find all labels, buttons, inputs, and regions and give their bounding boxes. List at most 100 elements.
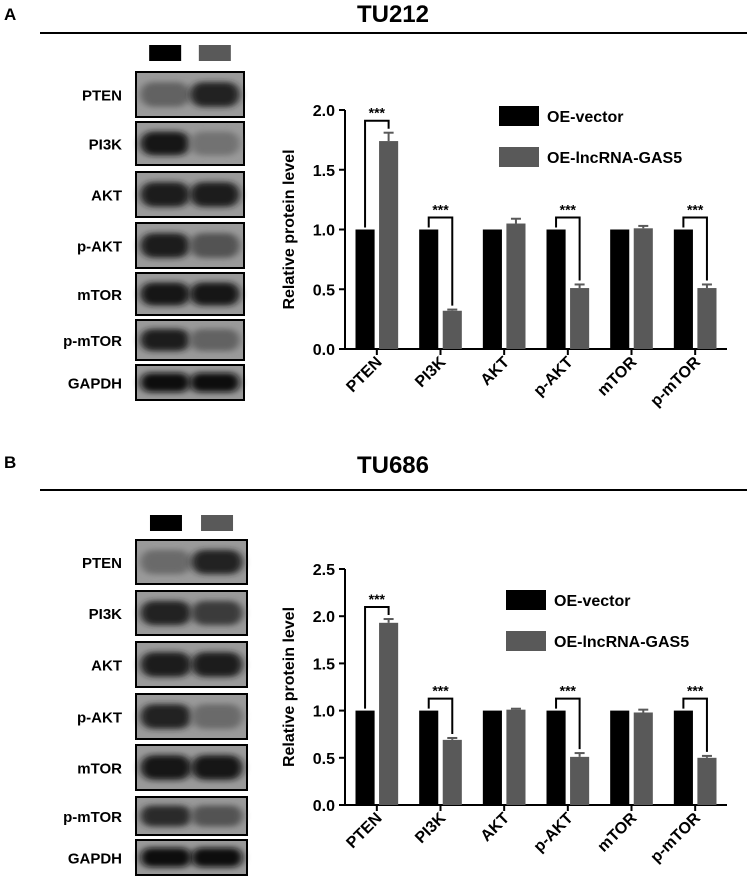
- panel-b-sig-label: ***: [369, 591, 386, 607]
- panel-a-x-tick-label: p-mTOR: [648, 353, 705, 410]
- panel-b-blot-label: mTOR: [77, 761, 122, 778]
- panel-b-y-tick-label: 1.0: [313, 704, 335, 721]
- panel-a-legend: OE-vector OE-lncRNA-GAS5: [499, 106, 682, 167]
- panel-b-y-tick-label: 0.5: [313, 751, 335, 768]
- panel-b-y-tick-label: 2.5: [313, 562, 335, 579]
- panel-a-bar-pten-s2: [379, 141, 399, 349]
- panel-b-blot-band: [140, 652, 192, 677]
- panel-a-blot-label: p-mTOR: [63, 333, 122, 350]
- panel-b-bar-pten-s2: [379, 622, 399, 805]
- panel-a-blot-label: p-AKT: [77, 239, 122, 256]
- panel-b-sig-label: ***: [432, 683, 449, 699]
- panel-b-sig-bracket: [427, 697, 454, 734]
- panel-b-bar-p-akt-s1: [546, 710, 566, 805]
- panel-b-blot-row-gapdh: GAPDH: [68, 839, 248, 876]
- panel-b-sig-label: ***: [560, 683, 577, 699]
- panel-a-legend-label-2: OE-lncRNA-GAS5: [547, 150, 682, 167]
- panel-a-blot-band: [140, 282, 190, 306]
- panel-a-bar-pten-s1: [355, 229, 375, 349]
- panel-b-y-tick-label: 0.0: [313, 798, 335, 815]
- panel-b-legend-swatch-1: [506, 590, 546, 610]
- panel-a-sig-bracket: [555, 216, 581, 281]
- panel-b-legend: OE-vector OE-lncRNA-GAS5: [506, 590, 689, 651]
- panel-b-blot-row-mtor: mTOR: [77, 744, 248, 791]
- panel-b-blot-band: [191, 847, 243, 868]
- panel-a-sig-label: ***: [560, 202, 577, 218]
- panel-b-sig-bracket: [364, 606, 390, 709]
- panel-a-bar-akt-s1: [482, 229, 502, 349]
- panel-b-x-tick-label: PI3K: [412, 809, 449, 846]
- panel-b-bar-chart: 0.0 0.5 1.0 1.5 2.0 2.5 Relative protein level…: [281, 562, 727, 866]
- panel-a-bar-chart: 0.0 0.5 1.0 1.5 2.0 Relative protein level PTE…: [281, 103, 727, 410]
- panel-a-sig-label: ***: [432, 202, 449, 218]
- panel-a-bar-p-mtor-s2: [697, 288, 717, 349]
- panel-a-blot-row-p-akt: p-AKT: [77, 222, 245, 269]
- panel-a-bar-mtor-s2: [633, 228, 653, 349]
- panel-b-blot-row-akt: AKT: [91, 641, 248, 688]
- panel-b-blot-label: PI3K: [89, 606, 123, 623]
- panel-a-bar-pi3k-s1: [419, 229, 439, 349]
- panel-a-y-tick-label: 2.0: [313, 103, 335, 120]
- panel-b-blot-row-pten: PTEN: [82, 539, 248, 585]
- panel-b-legend-label-1: OE-vector: [554, 593, 630, 610]
- panel-a-sig-bracket: [427, 216, 454, 306]
- panel-b-blot-band: [140, 847, 192, 868]
- panel-a-blot-row-p-mtor: p-mTOR: [63, 319, 245, 361]
- panel-a-blot-lane-key-2: [198, 45, 231, 61]
- panel-a-blot-row-pi3k: PI3K: [89, 121, 245, 166]
- panel-b-blot-row-p-mtor: p-mTOR: [63, 796, 248, 836]
- panel-a-bar-p-akt-s1: [546, 229, 566, 349]
- panel-b-y-axis-label: Relative protein level: [281, 607, 298, 767]
- panel-a-blot-row-pten: PTEN: [82, 71, 245, 118]
- panel-a-blot-row-gapdh: GAPDH: [68, 364, 245, 401]
- panel-a-legend-swatch-2: [499, 147, 539, 167]
- panel-b-legend-swatch-2: [506, 631, 546, 651]
- panel-b-bar-akt-s2: [506, 709, 526, 805]
- panel-b-blot-band: [191, 805, 243, 827]
- panel-b-blot-row-pi3k: PI3K: [89, 590, 248, 636]
- panel-b-blot-band: [140, 600, 192, 626]
- panel-a-sig-label: ***: [687, 202, 704, 218]
- panel-b-blot-label: AKT: [91, 658, 122, 675]
- panel-b-x-tick-label: mTOR: [595, 809, 641, 855]
- panel-a-blot-band: [190, 131, 240, 156]
- panel-a-bar-pi3k-s2: [442, 310, 462, 349]
- panel-a-blot-row-mtor: mTOR: [77, 272, 245, 316]
- panel-b-bar-pten-s1: [355, 710, 375, 805]
- panel-a-y-tick-label: 1.0: [313, 223, 335, 240]
- panel-a-bar-mtor-s1: [610, 229, 630, 349]
- panel-b-x-tick-label: p-AKT: [531, 810, 577, 856]
- panel-a-blot-band: [190, 82, 240, 107]
- panel-b-legend-label-2: OE-lncRNA-GAS5: [554, 634, 689, 651]
- panel-a-bar-p-mtor-s1: [673, 229, 693, 349]
- panel-b-title: TU686: [357, 452, 429, 479]
- panel-a-letter: A: [4, 5, 16, 24]
- panel-a-blot-label: GAPDH: [68, 376, 122, 393]
- panel-a-y-tick-label: 1.5: [313, 163, 335, 180]
- panel-b-blot-band: [191, 704, 243, 729]
- panel-a-blot-band: [140, 182, 190, 207]
- panel-b-blot-band: [140, 755, 192, 780]
- panel-b-sig-bracket: [555, 697, 581, 750]
- panel-a-x-tick-label: PI3K: [412, 353, 449, 390]
- panel-b-blot-band: [191, 755, 243, 780]
- panel-a-x-tick-label: mTOR: [595, 353, 641, 399]
- panel-b-blot-band: [191, 600, 243, 626]
- panel-a-blot-band: [140, 372, 190, 393]
- panel-b-letter: B: [4, 453, 16, 472]
- panel-b-blot-band: [191, 652, 243, 677]
- panel-b-bar-p-mtor-s2: [697, 757, 717, 805]
- panel-b-x-tick-label: PTEN: [343, 810, 385, 852]
- panel-a-legend-label-1: OE-vector: [547, 109, 623, 126]
- panel-a-x-tick-label: PTEN: [343, 354, 385, 396]
- panel-b-blot-label: p-AKT: [77, 710, 122, 727]
- panel-b-bar-akt-s1: [482, 710, 502, 805]
- panel-a-legend-swatch-1: [499, 106, 539, 126]
- panel-b-blot-label: PTEN: [82, 555, 122, 572]
- panel-a-sig-bracket: [364, 119, 390, 228]
- panel-a-y-tick-label: 0.5: [313, 282, 335, 299]
- panel-a-blot-band: [140, 329, 190, 351]
- panel-b-y-tick-label: 2.0: [313, 609, 335, 626]
- panel-a-blot-band: [190, 329, 240, 351]
